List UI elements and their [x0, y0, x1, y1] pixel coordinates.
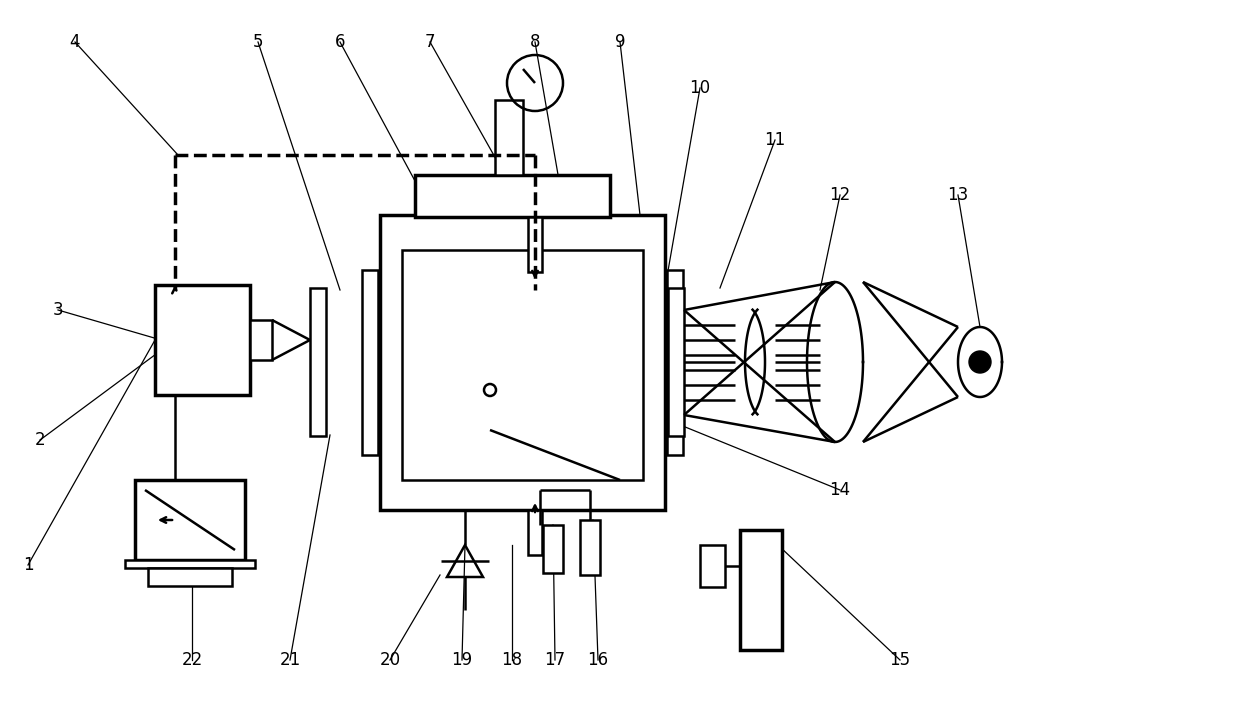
Text: 18: 18 — [501, 651, 522, 669]
Bar — [528, 217, 542, 272]
Text: 7: 7 — [425, 33, 435, 51]
Bar — [135, 480, 246, 560]
Text: 20: 20 — [379, 651, 401, 669]
Bar — [148, 568, 232, 586]
Text: 17: 17 — [544, 651, 565, 669]
Bar — [362, 270, 378, 455]
Bar — [155, 285, 250, 395]
Text: 4: 4 — [69, 33, 81, 51]
Text: 3: 3 — [52, 301, 63, 319]
Text: 19: 19 — [451, 651, 472, 669]
Text: 5: 5 — [253, 33, 263, 51]
Text: 1: 1 — [22, 556, 33, 574]
Text: 14: 14 — [830, 481, 851, 499]
Text: 15: 15 — [889, 651, 910, 669]
Bar — [701, 545, 725, 587]
Bar — [740, 530, 782, 650]
Text: 10: 10 — [689, 79, 711, 97]
Text: 13: 13 — [947, 186, 968, 204]
Bar — [125, 560, 255, 568]
Bar — [580, 520, 600, 575]
Bar — [310, 288, 326, 436]
Text: 16: 16 — [588, 651, 609, 669]
Bar — [250, 320, 272, 360]
Text: 6: 6 — [335, 33, 345, 51]
Bar — [402, 250, 644, 480]
Text: 21: 21 — [279, 651, 300, 669]
Bar — [668, 288, 684, 436]
Bar — [667, 270, 683, 455]
Bar — [415, 175, 610, 217]
Text: 8: 8 — [529, 33, 541, 51]
Text: 9: 9 — [615, 33, 625, 51]
Bar — [495, 100, 523, 175]
Bar — [543, 525, 563, 573]
Text: 11: 11 — [764, 131, 786, 149]
Circle shape — [968, 351, 991, 373]
Text: 2: 2 — [35, 431, 46, 449]
Text: 22: 22 — [181, 651, 202, 669]
Bar — [528, 510, 542, 555]
Bar — [379, 215, 665, 510]
Text: 12: 12 — [830, 186, 851, 204]
